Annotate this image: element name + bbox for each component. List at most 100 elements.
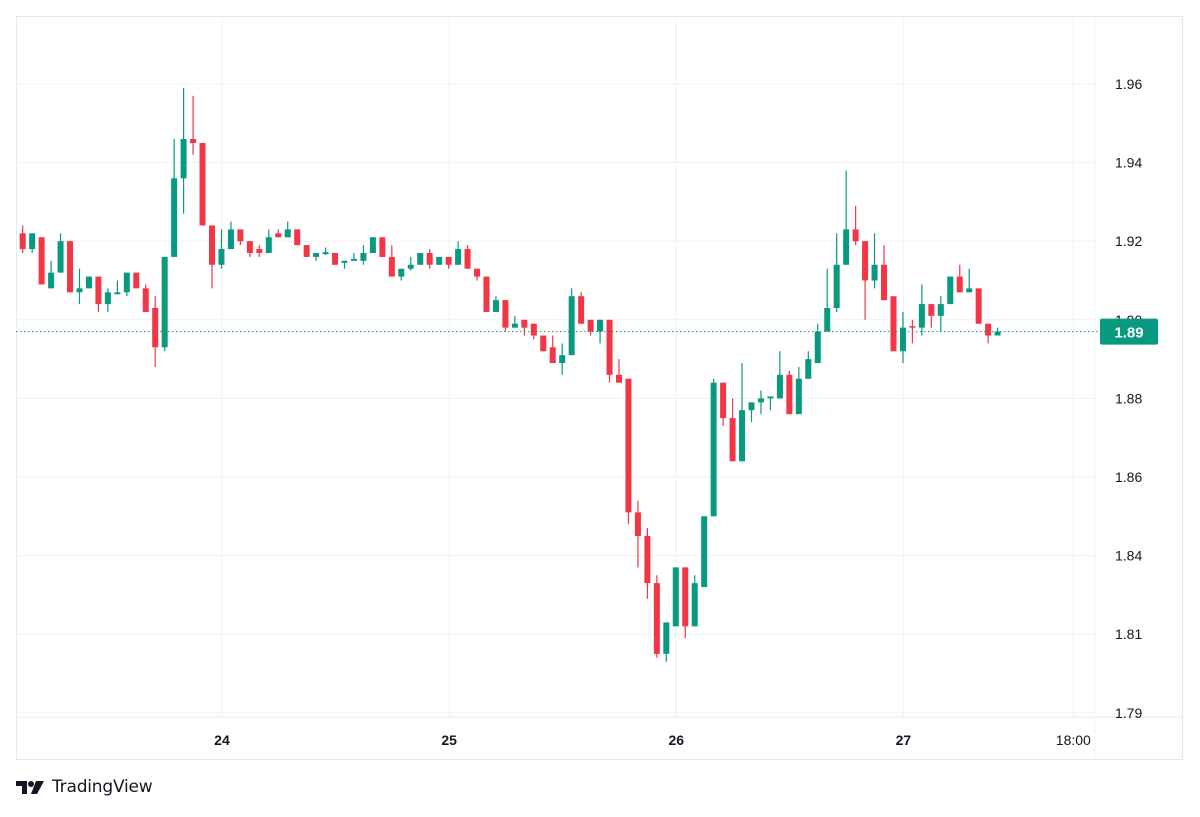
last-price-tag-bg (1100, 318, 1158, 345)
candle-body-up (757, 398, 764, 403)
candle (691, 575, 698, 627)
candle-body-down (956, 276, 963, 293)
candle-body-down (881, 264, 888, 301)
candle-body-down (483, 276, 490, 312)
candle-body-up (748, 402, 755, 411)
candle (246, 241, 253, 257)
candle (549, 335, 556, 364)
candle-body-up (114, 292, 121, 295)
y-tick-label: 1.79 (1115, 705, 1142, 721)
candle (123, 272, 130, 297)
candle-body-down (332, 252, 339, 265)
tradingview-logo-icon (16, 781, 44, 794)
candle (426, 249, 433, 269)
candle-body-down (209, 225, 215, 265)
candle (899, 311, 906, 364)
candlestick-chart[interactable]: 1.961.941.921.901.881.861.841.811.79 242… (0, 0, 1200, 770)
candle (720, 382, 727, 426)
candle-body-up (350, 258, 357, 261)
candle (937, 296, 944, 332)
candle (104, 288, 111, 312)
candle-body-down (388, 256, 395, 277)
candle (748, 402, 755, 422)
candle-body-down (578, 296, 585, 324)
candle-body-up (937, 304, 944, 316)
candle-body-down (625, 378, 632, 513)
candle (786, 370, 793, 415)
y-tick-label: 1.92 (1115, 233, 1142, 249)
candle-body-up (455, 249, 462, 265)
candle (824, 268, 831, 332)
candle-body-down (426, 252, 433, 265)
candle-body-up (767, 396, 774, 399)
candle-body-down (606, 319, 613, 375)
x-tick-label: 18:00 (1056, 732, 1091, 748)
candle (985, 323, 992, 344)
candle (209, 225, 215, 289)
y-tick-label: 1.81 (1115, 626, 1142, 642)
candle (379, 237, 386, 257)
candle (521, 319, 528, 336)
candle-body-down (379, 237, 386, 257)
candle (795, 366, 802, 415)
candle-body-up (597, 319, 604, 332)
candle (455, 241, 462, 265)
candle-body-down (190, 139, 197, 143)
candle (492, 296, 499, 312)
candle-body-up (369, 237, 376, 253)
candle-body-up (805, 359, 812, 379)
candle-body-up (398, 268, 405, 277)
candle (199, 142, 206, 226)
candle (776, 351, 783, 399)
candle-body-down (199, 142, 206, 226)
candle (474, 268, 481, 281)
candle-body-down (256, 249, 263, 253)
candle (161, 256, 168, 352)
candle-body-up (436, 256, 443, 265)
candle (739, 363, 746, 462)
candle-body-up (417, 252, 424, 265)
candle (95, 276, 102, 312)
candle-body-down (67, 241, 74, 293)
candle (332, 252, 339, 265)
candle (313, 252, 320, 261)
y-tick-label: 1.94 (1115, 155, 1142, 171)
candle (57, 233, 64, 273)
candle (237, 229, 244, 246)
candle-body-down (644, 535, 651, 584)
candle (284, 221, 291, 238)
logo-text: TradingView (52, 777, 153, 797)
candle (502, 300, 509, 332)
candle-body-down (862, 241, 869, 281)
y-tick-label: 1.86 (1115, 469, 1142, 485)
candle-body-up (947, 276, 954, 305)
x-tick-label: 25 (441, 732, 457, 748)
candle (966, 268, 973, 293)
candle-body-down (303, 245, 310, 257)
candle (19, 225, 26, 253)
candle (928, 304, 935, 328)
candle-body-down (540, 335, 547, 352)
candle (843, 170, 850, 265)
candle-body-up (76, 288, 83, 293)
candle (152, 296, 159, 367)
tradingview-logo[interactable]: TradingView (16, 777, 153, 797)
time-axis[interactable]: 24 25 26 27 18:00 (214, 732, 1091, 748)
candle (67, 241, 74, 293)
candle (180, 87, 187, 214)
candle-body-up (29, 233, 36, 250)
candle-body-down (464, 249, 471, 269)
candle-body-down (133, 272, 140, 289)
y-tick-label: 1.96 (1115, 76, 1142, 92)
x-tick-label: 26 (668, 732, 684, 748)
candle (530, 323, 537, 340)
candle-body-up (284, 229, 291, 238)
candle (833, 233, 840, 312)
y-tick-label: 1.88 (1115, 390, 1142, 406)
candle-body-up (691, 583, 698, 627)
candle (114, 280, 121, 295)
candle-body-up (568, 296, 575, 356)
price-axis[interactable]: 1.961.941.921.901.881.861.841.811.79 (1115, 76, 1142, 721)
candle-body-up (795, 378, 802, 415)
candle-body-up (161, 256, 168, 348)
